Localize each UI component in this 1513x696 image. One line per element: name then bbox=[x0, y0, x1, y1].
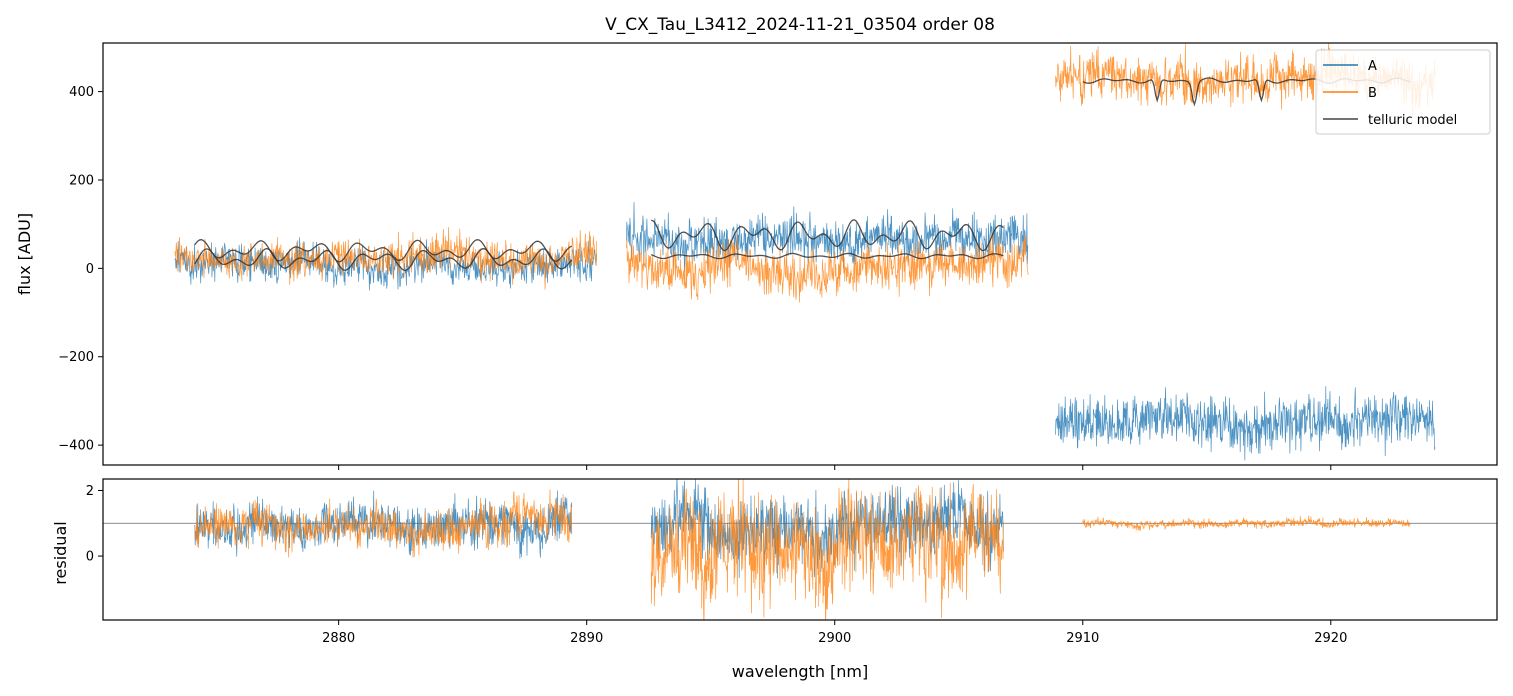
flux-series-telluric-model-segment-3 bbox=[651, 219, 1004, 252]
legend: A B telluric model bbox=[1315, 49, 1491, 135]
legend-box bbox=[1315, 49, 1491, 135]
residual-y-tick-label: 0 bbox=[86, 550, 94, 565]
legend-label-model: telluric model bbox=[1368, 113, 1457, 128]
residual-series-b-segment-2 bbox=[650, 479, 1004, 620]
x-axis-label: wavelength [nm] bbox=[732, 662, 869, 681]
residual-series-a-segment-2 bbox=[650, 479, 1004, 579]
x-tick-label: 2900 bbox=[818, 631, 851, 646]
x-tick-label: 2910 bbox=[1066, 631, 1099, 646]
residual-series-b-segment-3 bbox=[1082, 515, 1411, 531]
residual-panel: 20 2880 2890 2900 2910 2920 residual bbox=[51, 478, 1498, 646]
flux-y-tick-label: 200 bbox=[69, 173, 94, 188]
residual-series-group bbox=[103, 479, 1497, 620]
x-tick-label: 2880 bbox=[322, 631, 355, 646]
flux-series-telluric-model-segment-2 bbox=[194, 239, 573, 263]
residual-y-tick-label: 2 bbox=[86, 484, 94, 499]
flux-y-tick-label: −400 bbox=[58, 439, 94, 454]
residual-y-ticks: 20 bbox=[86, 484, 103, 565]
residual-series-b-segment-1 bbox=[194, 489, 573, 558]
residual-axes-frame bbox=[102, 478, 1498, 621]
flux-series-b-segment-2 bbox=[626, 232, 1029, 303]
residual-plot-area bbox=[103, 479, 1497, 620]
flux-y-tick-label: 0 bbox=[86, 262, 94, 277]
flux-series-a-segment-3 bbox=[1055, 386, 1436, 461]
flux-y-tick-label: 400 bbox=[69, 85, 94, 100]
x-tick-label: 2920 bbox=[1314, 631, 1347, 646]
chart-title: V_CX_Tau_L3412_2024-11-21_03504 order 08 bbox=[605, 15, 995, 35]
flux-series-telluric-model-segment-4 bbox=[650, 252, 1004, 260]
residual-y-axis-label: residual bbox=[51, 521, 70, 584]
flux-series-b-segment-1 bbox=[174, 227, 597, 290]
flux-axes-frame bbox=[102, 42, 1498, 466]
flux-series-a-segment-1 bbox=[174, 237, 597, 291]
flux-y-ticks: 400 200 0 −200 −400 bbox=[58, 85, 103, 454]
flux-y-tick-label: −200 bbox=[58, 350, 94, 365]
legend-label-b: B bbox=[1368, 86, 1377, 101]
flux-series-a-segment-2 bbox=[626, 202, 1029, 272]
flux-x-ticks bbox=[338, 465, 1332, 470]
residual-x-ticks: 2880 2890 2900 2910 2920 bbox=[322, 620, 1347, 646]
legend-label-a: A bbox=[1368, 59, 1377, 74]
flux-series-telluric-model-segment-1 bbox=[194, 247, 573, 271]
flux-y-axis-label: flux [ADU] bbox=[15, 213, 34, 295]
x-tick-label: 2890 bbox=[570, 631, 603, 646]
flux-panel: 400 200 0 −200 −400 flux [ADU] A B telluric … bbox=[15, 42, 1498, 470]
